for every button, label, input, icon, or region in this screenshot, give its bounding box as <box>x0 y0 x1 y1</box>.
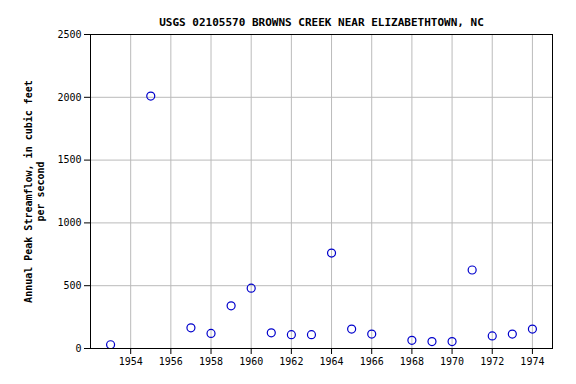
svg-text:2000: 2000 <box>57 92 81 103</box>
svg-text:2500: 2500 <box>57 29 81 40</box>
svg-text:1966: 1966 <box>360 356 384 367</box>
svg-text:500: 500 <box>63 280 81 291</box>
svg-text:1974: 1974 <box>520 356 544 367</box>
svg-text:1000: 1000 <box>57 217 81 228</box>
svg-text:1954: 1954 <box>119 356 143 367</box>
svg-text:Annual Peak Streamflow, in cub: Annual Peak Streamflow, in cubic feetper… <box>23 80 46 303</box>
svg-text:1972: 1972 <box>480 356 504 367</box>
svg-text:1970: 1970 <box>440 356 464 367</box>
svg-text:1960: 1960 <box>239 356 263 367</box>
svg-text:1964: 1964 <box>319 356 343 367</box>
svg-text:1500: 1500 <box>57 154 81 165</box>
svg-text:0: 0 <box>75 343 81 354</box>
svg-text:USGS 02105570 BROWNS CREEK NEA: USGS 02105570 BROWNS CREEK NEAR ELIZABET… <box>159 16 484 29</box>
svg-text:1968: 1968 <box>400 356 424 367</box>
svg-text:1958: 1958 <box>199 356 223 367</box>
svg-text:1962: 1962 <box>279 356 303 367</box>
svg-text:1956: 1956 <box>159 356 183 367</box>
